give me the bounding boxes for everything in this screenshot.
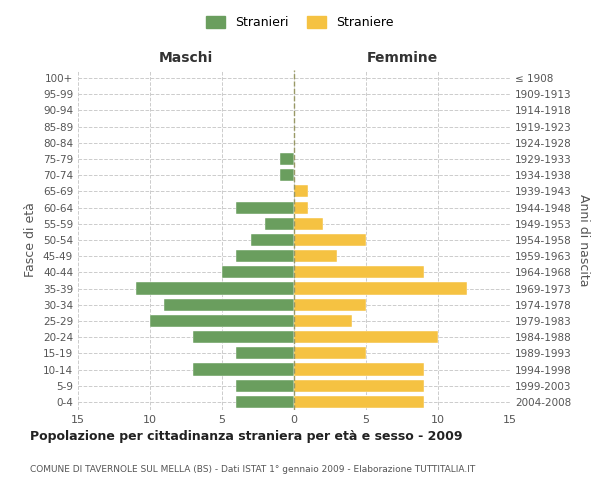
Bar xyxy=(164,298,294,311)
Bar xyxy=(136,282,294,294)
Bar xyxy=(222,266,294,278)
Bar xyxy=(294,186,308,198)
Bar xyxy=(280,169,294,181)
Bar xyxy=(236,396,294,408)
Bar xyxy=(294,380,424,392)
Legend: Stranieri, Straniere: Stranieri, Straniere xyxy=(202,11,398,34)
Bar xyxy=(294,218,323,230)
Bar xyxy=(294,234,366,246)
Bar xyxy=(251,234,294,246)
Bar xyxy=(294,396,424,408)
Bar xyxy=(294,298,366,311)
Bar xyxy=(150,315,294,327)
Bar xyxy=(265,218,294,230)
Bar xyxy=(193,331,294,343)
Text: COMUNE DI TAVERNOLE SUL MELLA (BS) - Dati ISTAT 1° gennaio 2009 - Elaborazione T: COMUNE DI TAVERNOLE SUL MELLA (BS) - Dat… xyxy=(30,465,475,474)
Y-axis label: Fasce di età: Fasce di età xyxy=(25,202,37,278)
Text: Femmine: Femmine xyxy=(367,51,437,65)
Bar xyxy=(236,380,294,392)
Bar xyxy=(236,202,294,213)
Bar xyxy=(294,331,438,343)
Bar xyxy=(294,202,308,213)
Bar xyxy=(294,282,467,294)
Text: Maschi: Maschi xyxy=(159,51,213,65)
Bar xyxy=(294,266,424,278)
Bar xyxy=(294,315,352,327)
Text: Popolazione per cittadinanza straniera per età e sesso - 2009: Popolazione per cittadinanza straniera p… xyxy=(30,430,463,443)
Bar xyxy=(294,348,366,360)
Bar xyxy=(193,364,294,376)
Bar xyxy=(280,153,294,165)
Y-axis label: Anni di nascita: Anni di nascita xyxy=(577,194,590,286)
Bar xyxy=(236,348,294,360)
Bar xyxy=(236,250,294,262)
Bar xyxy=(294,364,424,376)
Bar xyxy=(294,250,337,262)
